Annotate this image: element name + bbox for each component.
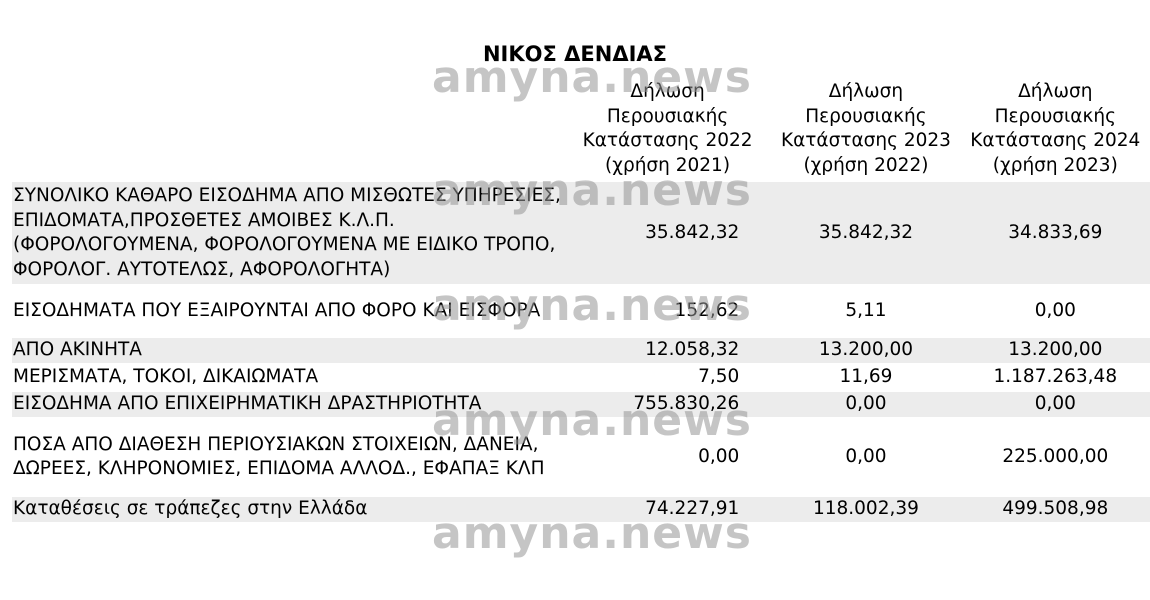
row-value: 5,11	[845, 299, 887, 321]
row-value: 0,00	[1034, 299, 1076, 321]
table-row: ΜΕΡΙΣΜΑΤΑ, ΤΟΚΟΙ, ΔΙΚΑΙΩΜΑΤΑ 7,50 11,69 1.1…	[12, 365, 1150, 390]
row-value: 13.200,00	[771, 338, 961, 363]
row-value: 7,50	[698, 366, 740, 388]
row-value: 34.833,69	[960, 182, 1150, 284]
row-value: 0,00	[960, 392, 1150, 417]
row-value: 12.058,32	[567, 338, 772, 363]
table-row: ΕΙΣΟΔΗΜΑ ΑΠΟ ΕΠΙΧΕΙΡΗΜΑΤΙΚΗ ΔΡΑΣΤΗΡΙΟΤΗΤ…	[12, 392, 1150, 417]
column-header: Δήλωση Περουσιακής Κατάστασης 2022 (χρήσ…	[582, 81, 753, 176]
column-header: Δήλωση Περουσιακής Κατάστασης 2024 (χρήσ…	[970, 81, 1141, 176]
row-label: ΕΙΣΟΔΗΜΑΤΑ ΠΟΥ ΕΞΑΙΡΟΥΝΤΑΙ ΑΠΟ ΦΟΡΟ ΚΑΙ …	[13, 299, 541, 321]
row-label: ΑΠΟ ΑΚΙΝΗΤΑ	[12, 338, 568, 363]
row-value: 11,69	[839, 366, 893, 388]
asset-declaration-table: Δήλωση Περουσιακής Κατάστασης 2022 (χρήσ…	[12, 78, 1150, 524]
row-label: ΜΕΡΙΣΜΑΤΑ, ΤΟΚΟΙ, ΔΙΚΑΙΩΜΑΤΑ	[13, 366, 319, 388]
table-row: Καταθέσεις σε τράπεζες στην Ελλάδα 74.227…	[12, 497, 1150, 522]
table-row: ΣΥΝΟΛΙΚΟ ΚΑΘΑΡΟ ΕΙΣΟΔΗΜΑ ΑΠΟ ΜΙΣΘΩΤΕΣ ΥΠ…	[12, 182, 1150, 284]
row-value: 13.200,00	[960, 338, 1150, 363]
row-value: 35.842,32	[771, 182, 961, 284]
row-value: 499.508,98	[960, 497, 1150, 522]
row-value: 225.000,00	[1002, 445, 1109, 467]
row-value: 74.227,91	[567, 497, 772, 522]
table-row: ΑΠΟ ΑΚΙΝΗΤΑ 12.058,32 13.200,00 13.200,00	[12, 338, 1150, 363]
table-row: ΕΙΣΟΔΗΜΑΤΑ ΠΟΥ ΕΞΑΙΡΟΥΝΤΑΙ ΑΠΟ ΦΟΡΟ ΚΑΙ …	[12, 286, 1150, 336]
row-value: 0,00	[845, 445, 887, 467]
table-row: ΠΟΣΑ ΑΠΟ ΔΙΑΘΕΣΗ ΠΕΡΙΟΥΣΙΑΚΩΝ ΣΤΟΙΧΕΙΩΝ,…	[12, 419, 1150, 495]
row-label: ΣΥΝΟΛΙΚΟ ΚΑΘΑΡΟ ΕΙΣΟΔΗΜΑ ΑΠΟ ΜΙΣΘΩΤΕΣ ΥΠ…	[12, 182, 568, 284]
row-label: ΕΙΣΟΔΗΜΑ ΑΠΟ ΕΠΙΧΕΙΡΗΜΑΤΙΚΗ ΔΡΑΣΤΗΡΙΟΤΗΤ…	[12, 392, 568, 417]
row-label: Καταθέσεις σε τράπεζες στην Ελλάδα	[12, 497, 568, 522]
row-label: ΠΟΣΑ ΑΠΟ ΔΙΑΘΕΣΗ ΠΕΡΙΟΥΣΙΑΚΩΝ ΣΤΟΙΧΕΙΩΝ,…	[13, 433, 545, 480]
row-value: 0,00	[771, 392, 961, 417]
row-value: 118.002,39	[771, 497, 961, 522]
row-value: 0,00	[698, 445, 740, 467]
row-value: 1.187.263,48	[993, 366, 1118, 388]
column-header: Δήλωση Περουσιακής Κατάστασης 2023 (χρήσ…	[780, 81, 951, 176]
row-value: 152,62	[674, 299, 740, 321]
page-title: ΝΙΚΟΣ ΔΕΝΔΙΑΣ	[482, 42, 667, 66]
row-value: 35.842,32	[567, 182, 772, 284]
header-row: Δήλωση Περουσιακής Κατάστασης 2022 (χρήσ…	[12, 80, 1150, 180]
row-value: 755.830,26	[567, 392, 772, 417]
